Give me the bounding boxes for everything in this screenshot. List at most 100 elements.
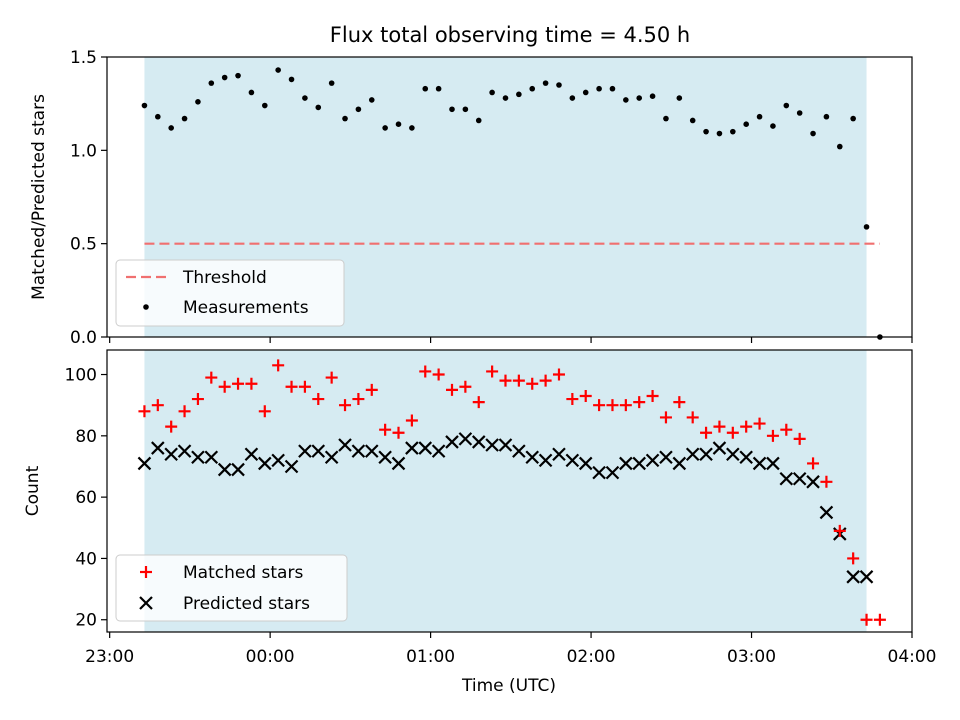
measurement-point xyxy=(181,115,188,122)
measurement-point xyxy=(168,125,174,131)
measurement-point xyxy=(730,128,736,135)
y-tick-label: 80 xyxy=(75,427,97,447)
measurement-point xyxy=(328,80,335,86)
predicted-star-point xyxy=(578,456,593,471)
matched-star-point xyxy=(258,405,271,418)
x-tick-label: 03:00 xyxy=(727,647,776,667)
matched-star-point xyxy=(793,432,806,445)
measurement-point xyxy=(422,85,429,92)
matched-star-point xyxy=(780,423,793,436)
measurement-point xyxy=(261,102,268,109)
measurement-point xyxy=(435,85,442,92)
matched-star-point xyxy=(606,399,619,412)
predicted-star-point xyxy=(498,438,513,452)
top-legend-box xyxy=(115,259,345,327)
matched-star-point xyxy=(566,393,579,406)
matched-star-point xyxy=(218,380,231,393)
top-legend: Threshold Measurements xyxy=(115,259,345,327)
measurement-point xyxy=(221,74,228,81)
matched-star-point xyxy=(539,374,552,387)
x-tick-label: 01:00 xyxy=(406,647,455,667)
measurement-point xyxy=(155,113,161,120)
measurement-point xyxy=(836,143,843,150)
y-tick-label: 40 xyxy=(75,549,97,569)
predicted-star-point xyxy=(779,471,794,486)
predicted-star-point xyxy=(739,450,753,465)
predicted-star-point xyxy=(298,444,312,458)
x-tick-label: 23:00 xyxy=(85,647,134,667)
measurement-point xyxy=(689,117,696,124)
measurement-point xyxy=(783,102,790,109)
matched-star-point xyxy=(419,365,432,378)
top-panel: 0.0 0.5 1.0 1.5 Matched/Predicted stars Thr… xyxy=(29,48,913,348)
top-y-ticks: 0.0 0.5 1.0 1.5 xyxy=(70,48,107,348)
matched-star-point xyxy=(713,420,726,433)
matched-star-point xyxy=(646,389,659,402)
matched-star-point xyxy=(499,374,512,387)
predicted-star-point xyxy=(712,441,727,455)
matched-star-point xyxy=(205,371,218,384)
matched-star-point xyxy=(151,399,164,412)
measurement-point xyxy=(596,85,602,92)
legend-measurements-label: Measurements xyxy=(183,298,309,318)
matched-star-point xyxy=(405,414,418,427)
matched-star-point xyxy=(619,399,632,412)
matched-star-point xyxy=(459,380,472,393)
measurement-point xyxy=(462,106,469,113)
predicted-star-point xyxy=(204,450,219,465)
matched-star-point xyxy=(285,380,298,393)
bottom-legend: Matched stars Predicted stars xyxy=(115,554,348,622)
matched-star-point xyxy=(272,359,285,372)
predicted-star-point xyxy=(311,444,326,458)
measurement-point xyxy=(863,224,870,230)
predicted-star-point xyxy=(806,475,820,489)
bottom-y-axis-label: Count xyxy=(23,465,43,516)
top-y-axis-label: Matched/Predicted stars xyxy=(29,94,49,300)
legend-threshold-label: Threshold xyxy=(182,268,267,288)
predicted-star-point xyxy=(819,505,834,520)
predicted-star-point xyxy=(659,450,673,465)
bottom-legend-box xyxy=(115,554,348,622)
bottom-y-ticks: 20 40 60 80 100 xyxy=(65,366,107,631)
predicted-star-point xyxy=(592,465,606,480)
measurement-point xyxy=(382,125,388,131)
legend-predicted-swatch xyxy=(139,596,153,610)
matched-star-point xyxy=(873,613,886,626)
matched-star-point xyxy=(726,426,739,439)
predicted-star-point xyxy=(418,441,433,455)
measurement-point xyxy=(409,125,415,131)
predicted-star-point xyxy=(378,450,392,465)
predicted-star-point xyxy=(431,444,446,458)
measurement-point xyxy=(516,91,522,98)
predicted-star-point xyxy=(552,447,566,461)
matched-star-point xyxy=(365,383,378,396)
predicted-star-point xyxy=(685,447,700,461)
y-tick-label: 60 xyxy=(75,488,97,508)
measurement-point xyxy=(342,115,348,122)
matched-star-point xyxy=(766,429,779,442)
predicted-star-point xyxy=(284,459,299,474)
predicted-star-point xyxy=(217,462,232,477)
chart-title: Flux total observing time = 4.50 h xyxy=(330,23,690,47)
measurement-point xyxy=(743,121,749,127)
matched-star-point xyxy=(379,423,392,436)
predicted-star-point xyxy=(231,462,245,477)
matched-star-point xyxy=(820,475,833,488)
predicted-star-point xyxy=(258,456,272,471)
predicted-star-point xyxy=(619,456,633,471)
matched-star-point xyxy=(673,396,686,409)
x-tick-label: 00:00 xyxy=(246,647,295,667)
measurement-point xyxy=(315,104,322,111)
predicted-star-point xyxy=(699,447,713,461)
measurement-point xyxy=(850,115,856,122)
matched-stars-points xyxy=(138,359,886,626)
measurements-points xyxy=(141,67,883,340)
y-tick-label: 1.0 xyxy=(70,141,97,161)
measurement-point xyxy=(288,76,295,83)
x-tick-label: 04:00 xyxy=(888,647,937,667)
measurement-point xyxy=(569,95,576,101)
measurement-point xyxy=(449,106,455,113)
predicted-stars-points xyxy=(137,432,874,584)
matched-star-point xyxy=(432,368,445,381)
legend-matched-swatch xyxy=(140,566,152,578)
